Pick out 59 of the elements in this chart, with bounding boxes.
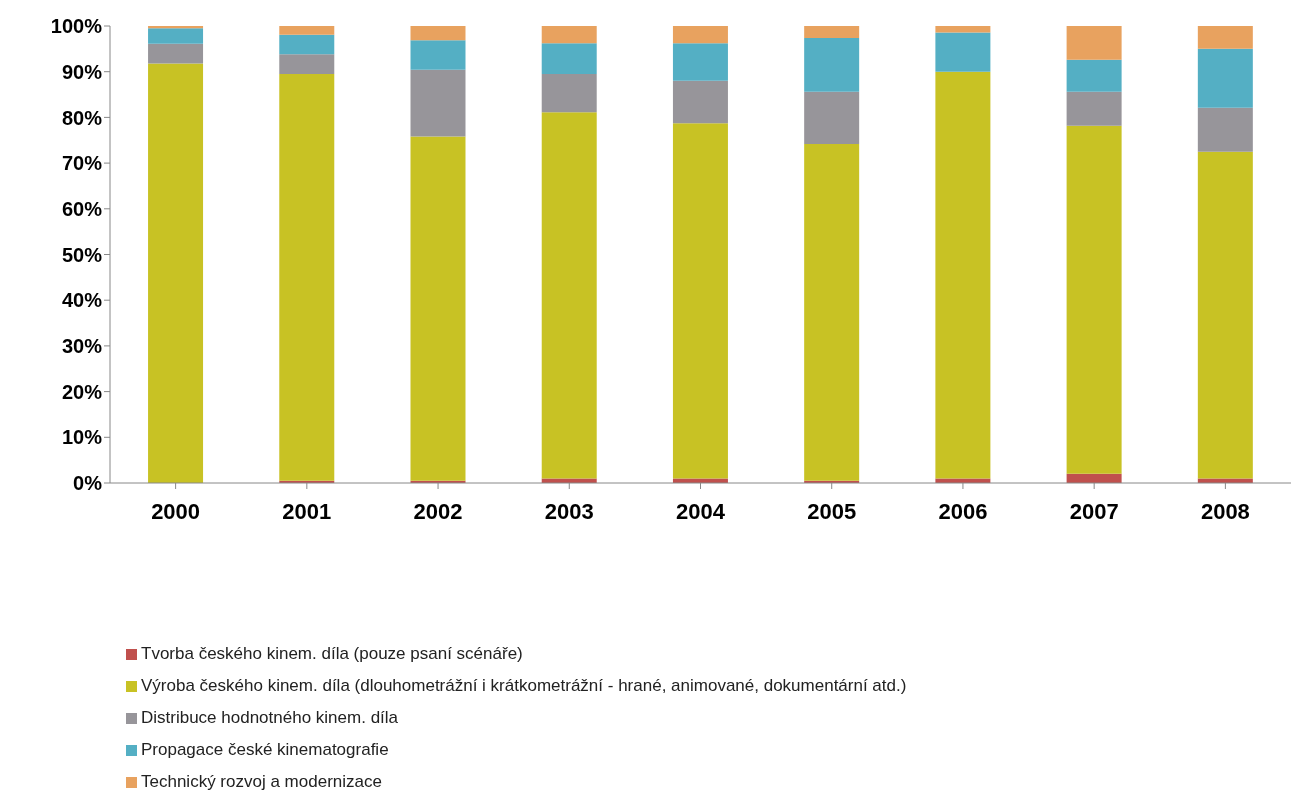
x-tick-label: 2004	[676, 498, 726, 524]
bar	[1066, 91, 1122, 126]
bar	[148, 63, 204, 483]
bar	[1197, 151, 1253, 479]
bar	[672, 80, 728, 124]
bar	[804, 143, 860, 481]
x-tick-label: 2001	[282, 498, 332, 524]
x-tick-label: 2002	[413, 498, 463, 524]
bar	[935, 71, 991, 479]
bar	[672, 26, 728, 44]
bar	[804, 26, 860, 38]
y-tick-label: 60%	[61, 197, 103, 220]
bar	[935, 32, 991, 72]
bar	[672, 43, 728, 81]
x-tick-label: 2000	[151, 498, 201, 524]
x-tick-label: 2008	[1200, 498, 1250, 524]
y-tick-label: 0%	[73, 472, 103, 495]
y-tick-label: 90%	[61, 60, 103, 83]
bar	[410, 69, 466, 137]
bar	[1066, 26, 1122, 60]
x-tick-label: 2007	[1069, 498, 1119, 524]
bar	[541, 112, 597, 479]
bar	[1066, 125, 1122, 474]
bar	[935, 26, 991, 33]
bar	[279, 54, 335, 74]
bar	[1197, 48, 1253, 108]
bar	[1197, 107, 1253, 152]
bar	[541, 26, 597, 44]
bar	[410, 26, 466, 41]
legend-label: Distribuce hodnotného kinem. díla	[141, 708, 399, 727]
x-tick-label: 2003	[544, 498, 594, 524]
y-tick-label: 10%	[61, 426, 103, 449]
bar	[541, 73, 597, 113]
bar	[410, 40, 466, 70]
bar	[410, 136, 466, 481]
bar	[279, 26, 335, 35]
y-tick-label: 100%	[50, 15, 103, 38]
bar	[1066, 59, 1122, 92]
y-tick-label: 30%	[61, 335, 103, 357]
legend-label: Technický rozvoj a modernizace	[141, 772, 382, 791]
bar	[148, 43, 204, 64]
bar	[1197, 26, 1253, 49]
legend-label: Propagace české kinematografie	[141, 740, 389, 759]
x-tick-label: 2006	[938, 498, 988, 524]
legend-label: Tvorba českého kinem. díla (pouze psaní scénáře)	[141, 644, 523, 663]
x-tick-label: 2005	[807, 498, 857, 524]
bar	[148, 28, 204, 44]
y-tick-label: 70%	[61, 152, 103, 175]
bar	[279, 34, 335, 55]
y-tick-label: 50%	[61, 243, 103, 266]
y-tick-label: 40%	[61, 289, 103, 312]
bar	[279, 73, 335, 481]
bar	[541, 43, 597, 74]
y-tick-label: 80%	[61, 106, 103, 129]
bar	[672, 123, 728, 479]
bar	[804, 37, 860, 92]
y-tick-label: 20%	[61, 380, 103, 403]
bar	[804, 91, 860, 144]
legend-label: Výroba českého kinem. díla (dlouhometrážní i krátkometrážní - hrané, animované, dokumentární atd.)	[141, 676, 907, 695]
